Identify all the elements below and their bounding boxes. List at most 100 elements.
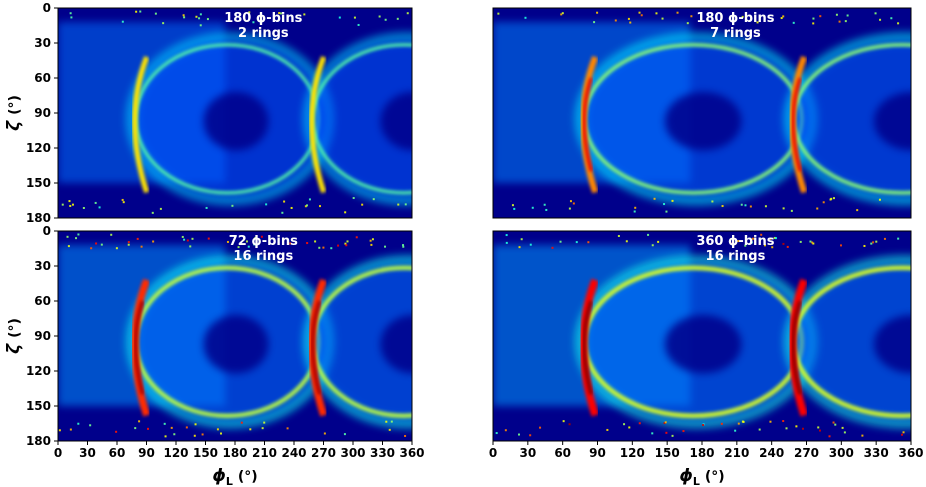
speckle — [121, 20, 124, 23]
speckle — [497, 12, 500, 15]
speckle — [734, 429, 737, 432]
loop-core-1 — [203, 92, 269, 151]
speckle — [861, 434, 864, 437]
speckle — [390, 420, 393, 423]
speckle — [856, 209, 859, 212]
speckle — [396, 17, 399, 20]
speckle — [322, 246, 325, 249]
speckle — [191, 237, 194, 240]
speckle — [575, 241, 578, 244]
speckle — [568, 423, 571, 426]
loop-peak-2 — [791, 77, 802, 172]
speckle — [835, 13, 838, 16]
speckle — [812, 242, 815, 245]
speckle — [750, 241, 753, 244]
speckle — [115, 247, 118, 250]
speckle — [240, 421, 243, 424]
speckle — [58, 429, 61, 432]
speckle — [505, 241, 508, 244]
loop-core-2 — [873, 315, 911, 374]
speckle — [263, 421, 266, 424]
x-tick-label: 360 — [898, 446, 923, 460]
speckle — [185, 426, 188, 429]
speckle — [249, 428, 252, 431]
speckle — [183, 16, 186, 19]
speckle — [721, 205, 724, 208]
speckle — [883, 237, 886, 240]
speckle — [812, 17, 815, 20]
speckle — [801, 427, 804, 430]
speckle — [614, 19, 617, 22]
speckle — [77, 233, 80, 236]
speckle — [671, 199, 674, 202]
loop-core-2 — [380, 92, 412, 151]
speckle — [749, 205, 752, 208]
speckle — [283, 200, 286, 203]
loop-fill-2 — [311, 264, 412, 419]
x-tick-label: 90 — [589, 446, 606, 460]
x-tick-label: 150 — [655, 446, 680, 460]
x-tick-label: 300 — [829, 446, 854, 460]
panel-annotation-line-1: 180 ϕ-bins — [224, 11, 302, 26]
x-tick-label: 90 — [138, 446, 155, 460]
x-tick-label: 330 — [370, 446, 395, 460]
speckle — [786, 245, 789, 248]
speckle — [82, 206, 85, 209]
y-tick-label: 0 — [43, 224, 51, 238]
speckle — [199, 24, 202, 27]
speckle — [752, 237, 755, 240]
speckle — [304, 205, 307, 208]
speckle — [115, 430, 118, 433]
speckle — [902, 431, 905, 434]
y-tick-label: 180 — [26, 211, 51, 225]
speckle — [731, 242, 734, 245]
speckle — [216, 428, 219, 431]
speckle — [152, 240, 155, 243]
speckle — [651, 244, 654, 247]
speckle — [352, 197, 355, 200]
speckle — [756, 21, 759, 24]
speckle — [338, 16, 341, 19]
speckle — [198, 17, 201, 20]
speckle — [140, 245, 143, 248]
speckle — [98, 206, 101, 209]
speckle — [758, 428, 761, 431]
speckle — [281, 211, 284, 214]
speckle — [878, 198, 881, 201]
speckle — [95, 242, 98, 245]
speckle — [890, 17, 893, 20]
speckle — [663, 422, 666, 425]
speckle — [136, 237, 139, 240]
x-tick-label: 60 — [109, 446, 126, 460]
speckle — [769, 420, 772, 423]
y-tick-label: 90 — [34, 106, 51, 120]
x-tick-label: 240 — [281, 446, 306, 460]
speckle — [70, 16, 73, 19]
speckle — [740, 203, 743, 206]
speckle — [290, 206, 293, 209]
speckle — [819, 15, 822, 18]
heatmap-cells — [493, 8, 911, 218]
speckle — [628, 426, 631, 429]
speckle — [818, 429, 821, 432]
heatmap-cells — [58, 8, 412, 218]
speckle — [879, 18, 882, 21]
speckle — [524, 16, 527, 19]
speckle — [545, 208, 548, 211]
speckle — [127, 241, 130, 244]
y-tick-label: 150 — [26, 176, 51, 190]
speckle — [846, 14, 849, 17]
speckle — [559, 240, 562, 243]
speckle — [785, 427, 788, 430]
speckle — [843, 431, 846, 434]
speckle — [186, 239, 189, 242]
speckle — [744, 244, 747, 247]
speckle — [661, 17, 664, 20]
panel-annotation-line-2: 7 rings — [710, 26, 761, 41]
speckle — [737, 422, 740, 425]
speckle — [817, 426, 820, 429]
speckle — [617, 234, 620, 237]
speckle — [841, 426, 844, 429]
speckle — [627, 17, 630, 20]
